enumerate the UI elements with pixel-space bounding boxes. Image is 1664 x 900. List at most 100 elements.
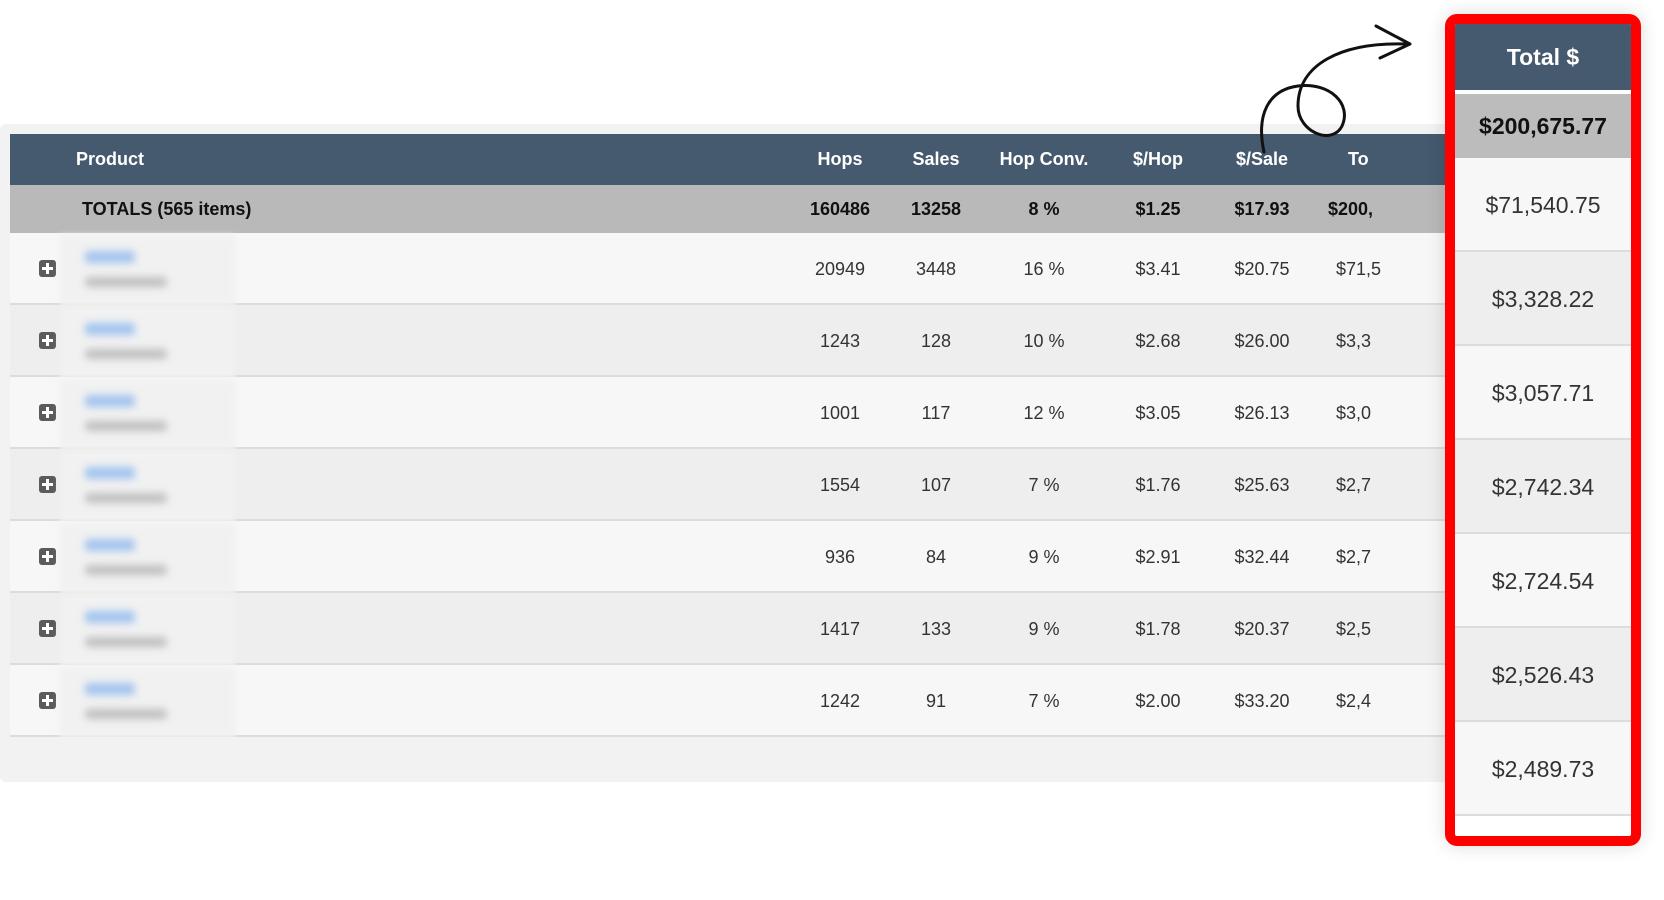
cell-hops: 1242 [819,691,861,711]
totals-hops: 160486 [809,199,871,219]
header-total[interactable]: To [1348,149,1369,169]
header-product[interactable]: Product [76,149,145,169]
totals-per-sale: $17.93 [1234,199,1290,219]
redacted-product-cell [60,235,235,306]
table-row: 1242 91 7 % $2.00 $33.20 $2,4 [10,665,1460,738]
redacted-product-subtext [85,493,167,503]
table-row: 936 84 9 % $2.91 $32.44 $2,7 [10,521,1460,594]
expand-row-icon[interactable] [39,620,56,637]
total-column-value: $71,540.75 [1455,158,1631,252]
cell-hops: 936 [824,547,856,567]
total-column-value: $2,742.34 [1455,440,1631,534]
cell-total: $71,5 [1336,259,1382,279]
expand-row-icon[interactable] [39,548,56,565]
totals-sales: 13258 [910,199,962,219]
header-per-sale[interactable]: $/Sale [1235,149,1289,169]
table-header: Product Hops Sales Hop Conv. $/Hop $/Sal… [10,134,1460,185]
cell-per-sale: $33.20 [1234,691,1290,711]
redacted-product-cell [60,307,235,378]
expand-row-icon[interactable] [39,332,56,349]
cell-sales: 91 [925,691,947,711]
redacted-product-cell [60,667,235,738]
cell-total: $2,7 [1336,475,1372,495]
cell-total: $2,7 [1336,547,1372,567]
redacted-product-subtext [85,709,167,719]
redacted-product-link[interactable] [85,611,135,623]
header-hop-conv[interactable]: Hop Conv. [999,149,1089,169]
cell-hops: 20949 [814,259,866,279]
cell-per-hop: $2.91 [1135,547,1181,567]
expand-row-icon[interactable] [39,692,56,709]
redacted-product-link[interactable] [85,395,135,407]
cell-hop-conv: 10 % [1023,331,1065,351]
cell-total: $2,4 [1336,691,1372,711]
cell-hop-conv: 12 % [1023,403,1065,423]
redacted-product-link[interactable] [85,467,135,479]
total-column-value: $2,526.43 [1455,628,1631,722]
cell-sales: 3448 [915,259,957,279]
cell-per-hop: $2.68 [1135,331,1181,351]
redacted-product-cell [60,595,235,666]
redacted-product-subtext [85,277,167,287]
cell-sales: 133 [920,619,952,639]
cell-hops: 1417 [819,619,861,639]
header-sales[interactable]: Sales [912,149,960,169]
redacted-product-link[interactable] [85,251,135,263]
table-row: 1554 107 7 % $1.76 $25.63 $2,7 [10,449,1460,522]
total-column-value: $2,489.73 [1455,722,1631,816]
totals-hop-conv: 8 % [1028,199,1060,219]
cell-per-sale: $26.00 [1234,331,1290,351]
curved-arrow-icon [1260,24,1412,154]
expand-row-icon[interactable] [39,260,56,277]
header-per-hop[interactable]: $/Hop [1132,149,1183,169]
redacted-product-subtext [85,565,167,575]
cell-per-hop: $1.76 [1135,475,1181,495]
cell-per-hop: $2.00 [1135,691,1181,711]
cell-hops: 1243 [819,331,861,351]
redacted-product-subtext [85,421,167,431]
cell-hop-conv: 7 % [1028,475,1060,495]
table-row: 20949 3448 16 % $3.41 $20.75 $71,5 [10,233,1460,306]
totals-label: TOTALS (565 items) [82,199,252,219]
total-column-highlight: Total $ $200,675.77 $71,540.75 $3,328.22 $… [1445,14,1641,846]
redacted-product-cell [60,523,235,594]
cell-per-hop: $1.78 [1135,619,1181,639]
redacted-product-link[interactable] [85,539,135,551]
cell-hop-conv: 9 % [1028,547,1060,567]
expand-row-icon[interactable] [39,404,56,421]
cell-sales: 107 [920,475,952,495]
total-column-value: $2,724.54 [1455,534,1631,628]
totals-per-hop: $1.25 [1135,199,1181,219]
cell-per-hop: $3.05 [1135,403,1181,423]
table-row: 1243 128 10 % $2.68 $26.00 $3,3 [10,305,1460,378]
cell-total: $3,3 [1336,331,1372,351]
cell-per-sale: $26.13 [1234,403,1290,423]
redacted-product-cell [60,379,235,450]
cell-sales: 84 [925,547,947,567]
cell-sales: 117 [921,403,951,423]
expand-row-icon[interactable] [39,476,56,493]
total-column-value: $3,057.71 [1455,346,1631,440]
totals-total: $200, [1328,199,1374,219]
redacted-product-link[interactable] [85,323,135,335]
cell-hops: 1001 [819,403,861,423]
totals-row: TOTALS (565 items) 160486 13258 8 % $1.2… [10,185,1460,233]
redacted-product-link[interactable] [85,683,135,695]
cell-per-sale: $32.44 [1234,547,1290,567]
cell-per-hop: $3.41 [1135,259,1181,279]
total-column-sum: $200,675.77 [1455,94,1631,158]
cell-total: $3,0 [1336,403,1372,423]
cell-sales: 128 [920,331,952,351]
cell-hop-conv: 9 % [1028,619,1060,639]
products-table: Product Hops Sales Hop Conv. $/Hop $/Sal… [10,134,1460,770]
table-row: 1417 133 9 % $1.78 $20.37 $2,5 [10,593,1460,666]
total-column-value: $3,328.22 [1455,252,1631,346]
cell-per-sale: $25.63 [1234,475,1290,495]
total-column-header[interactable]: Total $ [1455,24,1631,90]
cell-total: $2,5 [1336,619,1372,639]
cell-hop-conv: 7 % [1028,691,1060,711]
table-row: 1001 117 12 % $3.05 $26.13 $3,0 [10,377,1460,450]
header-hops[interactable]: Hops [817,149,863,169]
cell-per-sale: $20.75 [1234,259,1290,279]
